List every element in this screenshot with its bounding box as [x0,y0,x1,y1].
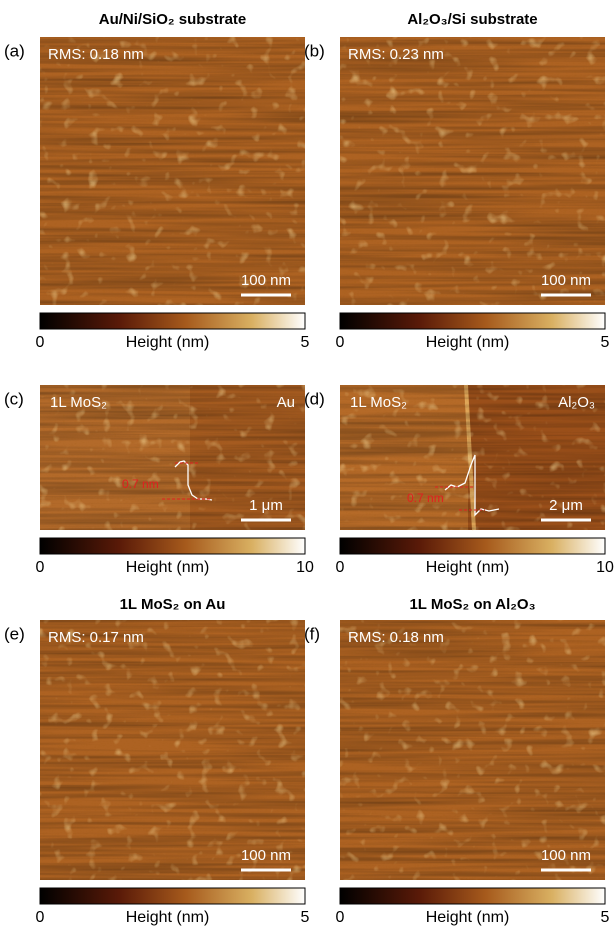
colorbar-max: 10 [596,559,614,576]
colorbar-label: Height (nm) [426,559,510,576]
afm-image [340,620,605,880]
colorbar [339,887,606,905]
colorbar-label: Height (nm) [126,334,210,351]
afm-image [40,37,305,305]
panel-label: (c) [4,389,24,408]
panel: Au/Ni/SiO₂ substrate (a) RMS: 0.18 nm 100 n… [4,11,310,351]
colorbar-max: 5 [601,909,610,926]
rms-label: RMS: 0.23 nm [348,46,444,63]
panel-label: (d) [304,389,325,408]
scale-bar-label: 1 μm [249,497,283,514]
region-label: 1L MoS₂ [50,394,107,411]
region-label: Al₂O₃ [558,394,595,411]
colorbar-label: Height (nm) [426,909,510,926]
colorbar-min: 0 [336,909,345,926]
colorbar-min: 0 [36,334,45,351]
step-height-label: 0.7 nm [407,491,444,505]
colorbar-max: 10 [296,559,314,576]
panel-title: 1L MoS₂ on Au [120,596,226,613]
fine-noise [40,385,305,530]
rms-label: RMS: 0.17 nm [48,629,144,646]
panel: Al₂O₃/Si substrate (b) RMS: 0.23 nm 100 nm 0… [304,11,610,351]
panel: 1L MoS₂ on Au (e) RMS: 0.17 nm 100 nm 0 5 Heig… [4,596,310,926]
colorbar-max: 5 [301,334,310,351]
afm-image [340,37,605,305]
region-label: Au [277,394,295,411]
fine-noise [340,620,605,880]
panel: (d) 1L MoS₂ Al₂O₃ 0.7 nm 2 μm 0 10 Height (nm) [304,384,614,576]
panel-label: (e) [4,624,25,643]
scale-bar-label: 100 nm [241,847,291,864]
scale-bar-label: 2 μm [549,497,583,514]
colorbar [339,312,606,330]
colorbar [39,887,306,905]
panel-title: 1L MoS₂ on Al₂O₃ [409,596,535,613]
scale-bar-label: 100 nm [541,272,591,289]
colorbar [39,312,306,330]
step-height-label: 0.7 nm [122,477,159,491]
colorbar-label: Height (nm) [126,559,210,576]
scale-bar-label: 100 nm [541,847,591,864]
colorbar-max: 5 [301,909,310,926]
panel-title: Al₂O₃/Si substrate [407,11,537,28]
fine-noise [340,385,605,530]
panel-title: Au/Ni/SiO₂ substrate [99,11,247,28]
rms-label: RMS: 0.18 nm [348,629,444,646]
fine-noise [40,37,305,305]
rms-label: RMS: 0.18 nm [48,46,144,63]
colorbar-min: 0 [336,559,345,576]
panel-label: (b) [304,41,325,60]
region-label: 1L MoS₂ [350,394,407,411]
colorbar-min: 0 [336,334,345,351]
colorbar [39,537,306,555]
colorbar-label: Height (nm) [426,334,510,351]
colorbar-label: Height (nm) [126,909,210,926]
panel: 1L MoS₂ on Al₂O₃ (f) RMS: 0.18 nm 100 nm 0 5 H… [304,596,610,926]
colorbar-min: 0 [36,559,45,576]
panel: (c) 1L MoS₂ Au 0.7 nm 1 μm 0 10 Height (nm) [4,385,314,576]
scale-bar-label: 100 nm [241,272,291,289]
afm-image [40,620,305,880]
colorbar-max: 5 [601,334,610,351]
afm-image [340,384,605,531]
fine-noise [40,620,305,880]
colorbar-min: 0 [36,909,45,926]
fine-noise [340,37,605,305]
panel-label: (a) [4,41,25,60]
afm-image [40,385,305,530]
panel-label: (f) [304,624,320,643]
colorbar [339,537,606,555]
